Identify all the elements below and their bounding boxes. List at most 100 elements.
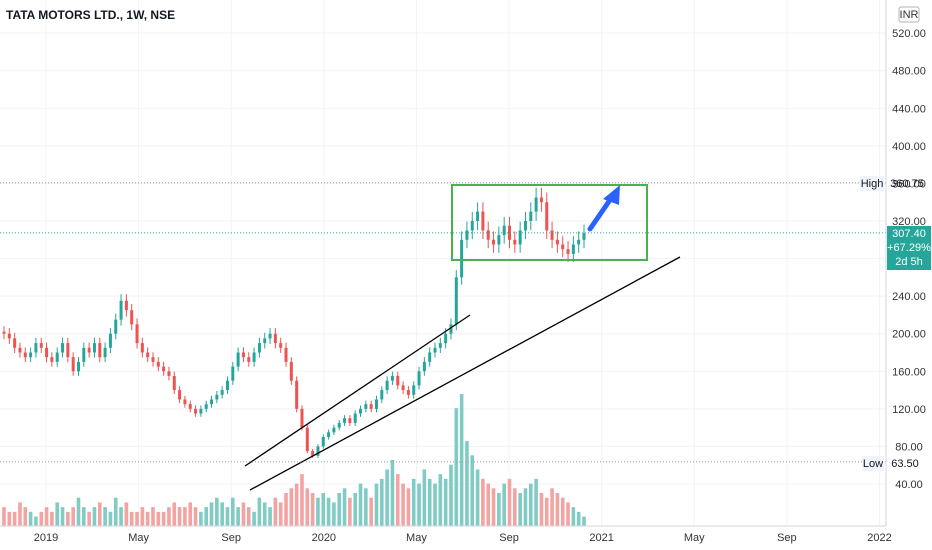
candle-body <box>438 343 442 348</box>
volume-bar <box>231 497 235 526</box>
x-tick-label: 2021 <box>589 532 613 544</box>
candle-body <box>486 230 490 240</box>
candle-body <box>332 427 336 433</box>
volume-bar <box>528 483 533 526</box>
volume-bar <box>385 469 389 526</box>
volume-bar <box>87 511 91 526</box>
low-label: Low <box>863 458 883 470</box>
volume-bar <box>427 478 432 526</box>
volume-bar <box>241 502 246 526</box>
candle-body <box>18 347 22 353</box>
high-tag: High 360.75 <box>860 176 924 191</box>
x-tick-label: 2022 <box>867 532 891 544</box>
volume-bar <box>188 502 193 526</box>
volume-bar <box>449 464 453 526</box>
volume-bar <box>215 497 219 526</box>
volume-bar <box>209 502 214 526</box>
chart-title: TATA MOTORS LTD., 1W, NSE <box>6 8 175 22</box>
candle-body <box>130 310 134 325</box>
candle-body <box>300 408 304 428</box>
candle-body <box>321 437 325 447</box>
candle-body <box>194 408 198 414</box>
candle-body <box>396 375 400 386</box>
volume-bar <box>151 507 155 526</box>
candle-body <box>508 225 512 240</box>
volume-bar <box>358 483 363 526</box>
last-price: 307.40 <box>892 228 926 240</box>
candle-body <box>428 352 432 362</box>
x-tick-label: May <box>128 532 149 544</box>
volume-bars <box>2 394 586 526</box>
candle-body <box>199 408 203 414</box>
volume-bar <box>390 460 395 526</box>
volume-bar <box>145 511 150 526</box>
candle-body <box>412 385 416 395</box>
volume-bar <box>459 394 464 526</box>
volume-bar <box>353 493 357 526</box>
volume-bar <box>502 483 506 526</box>
volume-bar <box>332 502 336 526</box>
candle-body <box>348 418 352 423</box>
candle-body <box>241 352 245 358</box>
volume-bar <box>23 507 28 526</box>
consolidation-box[interactable] <box>451 184 648 261</box>
candle-body <box>343 418 347 423</box>
volume-bar <box>161 511 166 526</box>
x-tick-label: Sep <box>499 532 519 544</box>
candle-body <box>284 347 288 362</box>
candle-body <box>454 277 458 325</box>
volume-bar <box>50 511 54 526</box>
lower-trendline[interactable] <box>249 256 681 491</box>
volume-bar <box>417 483 421 526</box>
volume-bar <box>422 469 427 526</box>
candle-body <box>492 239 496 245</box>
upper-trendline[interactable] <box>244 314 471 467</box>
candle-body <box>460 239 464 278</box>
volume-bar <box>225 507 230 526</box>
volume-bar <box>465 441 469 526</box>
breakout-arrow-head <box>603 185 620 205</box>
volume-bar <box>193 507 198 526</box>
volume-bar <box>523 488 528 526</box>
last-change: +67.29% <box>887 242 931 254</box>
high-label: High <box>861 178 884 190</box>
candle-body <box>422 361 426 372</box>
candle-body <box>577 239 581 245</box>
candle-body <box>311 451 315 456</box>
volume-bar <box>262 502 267 526</box>
candle-body <box>124 300 128 311</box>
candle-body <box>449 324 453 334</box>
candle-body <box>210 399 214 405</box>
candle-body <box>289 361 293 381</box>
candle-body <box>263 338 267 344</box>
bar-countdown: 2d 5h <box>895 256 923 268</box>
candle-body <box>401 385 405 391</box>
candle-body <box>337 422 341 428</box>
candle-body <box>87 347 91 353</box>
volume-bar <box>582 516 586 526</box>
volume-bar <box>119 507 123 526</box>
volume-bar <box>475 469 480 526</box>
candle-body <box>92 343 96 353</box>
volume-bar <box>129 511 134 526</box>
candle-body <box>502 225 506 236</box>
breakout-arrow[interactable] <box>587 194 615 232</box>
candle-body <box>71 357 75 372</box>
volume-bar <box>337 493 342 526</box>
y-tick-label: 80.00 <box>895 441 923 453</box>
candle-body <box>61 343 65 353</box>
candle-body <box>539 197 543 203</box>
candle-body <box>34 343 38 353</box>
candle-body <box>252 352 256 362</box>
candle-body <box>571 244 575 254</box>
gridlines <box>0 0 886 526</box>
currency-badge[interactable]: INR <box>898 6 920 23</box>
candle-body <box>231 366 235 381</box>
volume-bar <box>108 511 113 526</box>
candles <box>2 187 586 458</box>
candle-body <box>188 404 192 409</box>
volume-bar <box>199 511 203 526</box>
x-tick-label: 2019 <box>34 532 58 544</box>
